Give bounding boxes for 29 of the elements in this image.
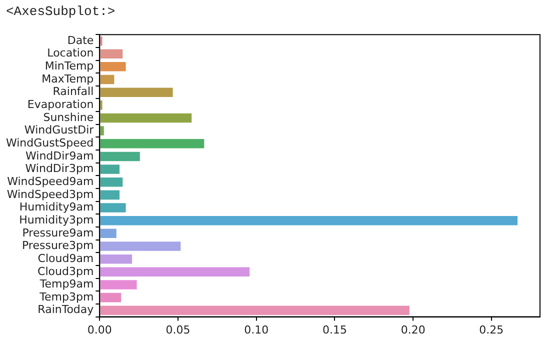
y-tick-label: WindDir9am [26,149,94,162]
y-tick-label: Humidity3pm [19,213,94,226]
y-tick-label: Temp3pm [38,290,94,304]
y-tick-label: Cloud3pm [38,264,94,278]
y-tick-label: RainToday [38,303,94,316]
y-tick-label: Pressure3pm [22,239,94,252]
y-tick-label: MinTemp [44,60,94,73]
y-tick-label: MaxTemp [42,72,94,86]
y-tick-label: Location [47,46,94,60]
x-tick-label: 0.05 [166,323,190,336]
y-tick-label: Date [67,34,94,47]
y-tick-label: WindDir3pm [25,162,94,176]
y-tick-label: Sunshine [43,110,94,124]
y-tick-label: WindGustDir [24,124,94,137]
y-tick-label: WindSpeed3pm [6,188,94,201]
y-tick-label: Rainfall [52,85,94,98]
y-tick-label: Cloud9am [38,252,94,265]
y-tick-label: WindSpeed9am [7,174,94,188]
x-tick-label: 0.10 [244,323,269,336]
x-tick-label: 0.15 [322,323,347,336]
y-tick-label: Temp9am [38,278,94,291]
y-tick-label: WindGustSpeed [6,136,94,150]
chart-title: <AxesSubplot:> [5,3,116,21]
x-tick-label: 0.20 [400,323,426,336]
x-tick-label: 0.00 [87,323,112,336]
y-tick-label: Evaporation [27,98,94,112]
y-tick-label: Pressure9am [22,226,94,240]
x-tick-label: 0.25 [479,323,504,336]
y-tick-label: Humidity9am [19,200,94,214]
